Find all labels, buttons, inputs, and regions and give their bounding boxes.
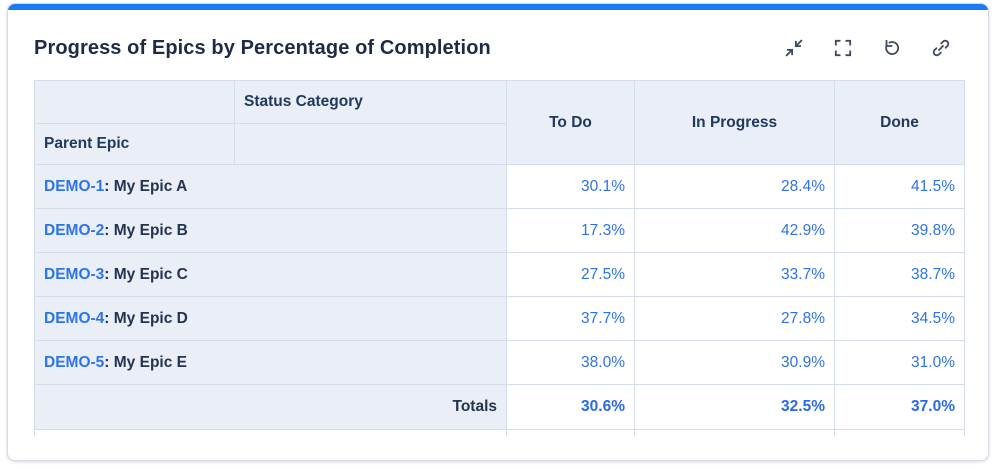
header-row-parent-epic: Parent Epic (34, 123, 965, 165)
minimize-icon (785, 39, 803, 57)
epic-name-cell: DEMO-2: My Epic B (34, 208, 507, 253)
table-overflow-stub (34, 429, 965, 436)
percent-cell-done[interactable]: 39.8% (834, 208, 965, 253)
gadget-header: Progress of Epics by Percentage of Compl… (8, 10, 988, 60)
epic-row-demo-1: DEMO-1: My Epic A 30.1% 28.4% 41.5% (34, 164, 965, 209)
percent-cell-done[interactable]: 38.7% (834, 252, 965, 297)
column-header-to-do: To Do (506, 80, 635, 165)
epic-name-text: : My Epic C (104, 265, 188, 283)
percent-cell-todo[interactable]: 17.3% (506, 208, 635, 253)
epic-link[interactable]: DEMO-2 (44, 221, 105, 239)
refresh-button[interactable] (881, 37, 903, 59)
epic-row-demo-2: DEMO-2: My Epic B 17.3% 42.9% 39.8% (34, 208, 965, 253)
totals-percent-todo[interactable]: 30.6% (506, 384, 635, 430)
dashboard-gadget-card: Progress of Epics by Percentage of Compl… (7, 3, 989, 461)
stub-cell (506, 429, 635, 436)
gadget-accent-bar (8, 4, 988, 10)
header-row-status-category: Status Category To Do In Progress Done (34, 80, 965, 165)
totals-percent-done[interactable]: 37.0% (834, 384, 965, 430)
corner-cell (34, 80, 235, 124)
percent-cell-todo[interactable]: 38.0% (506, 340, 635, 385)
maximize-button[interactable] (832, 37, 854, 59)
minimize-button[interactable] (783, 37, 805, 59)
percent-cell-in-progress[interactable]: 33.7% (634, 252, 835, 297)
maximize-icon (834, 39, 852, 57)
percent-cell-todo[interactable]: 37.7% (506, 296, 635, 341)
refresh-icon (885, 40, 900, 55)
epic-name-text: : My Epic A (104, 177, 188, 195)
percent-cell-in-progress[interactable]: 30.9% (634, 340, 835, 385)
percent-cell-todo[interactable]: 30.1% (506, 164, 635, 209)
epic-progress-table: Status Category To Do In Progress Done P… (34, 80, 965, 436)
column-header-in-progress: In Progress (634, 80, 835, 165)
epic-name-cell: DEMO-5: My Epic E (34, 340, 507, 385)
stub-cell (34, 429, 507, 436)
percent-cell-todo[interactable]: 27.5% (506, 252, 635, 297)
epic-name-cell: DEMO-4: My Epic D (34, 296, 507, 341)
percent-cell-in-progress[interactable]: 27.8% (634, 296, 835, 341)
percent-cell-in-progress[interactable]: 28.4% (634, 164, 835, 209)
parent-epic-axis-label: Parent Epic (34, 123, 235, 165)
copy-link-button[interactable] (930, 37, 952, 59)
epic-link[interactable]: DEMO-1 (44, 177, 105, 195)
epic-name-text: : My Epic B (104, 221, 188, 239)
totals-row: Totals 30.6% 32.5% 37.0% (34, 384, 965, 430)
corner-cell-blank (234, 123, 507, 165)
percent-cell-in-progress[interactable]: 42.9% (634, 208, 835, 253)
epic-row-demo-4: DEMO-4: My Epic D 37.7% 27.8% 34.5% (34, 296, 965, 341)
status-category-axis-label: Status Category (234, 80, 507, 124)
stub-cell (634, 429, 835, 436)
gadget-title: Progress of Epics by Percentage of Compl… (34, 37, 491, 59)
epic-link[interactable]: DEMO-5 (44, 353, 105, 371)
column-header-done: Done (834, 80, 965, 165)
epic-link[interactable]: DEMO-3 (44, 265, 105, 283)
epic-row-demo-3: DEMO-3: My Epic C 27.5% 33.7% 38.7% (34, 252, 965, 297)
stub-cell (834, 429, 965, 436)
epic-name-cell: DEMO-3: My Epic C (34, 252, 507, 297)
totals-label: Totals (34, 384, 507, 430)
gadget-toolbar (783, 37, 952, 59)
epic-row-demo-5: DEMO-5: My Epic E 38.0% 30.9% 31.0% (34, 340, 965, 385)
percent-cell-done[interactable]: 31.0% (834, 340, 965, 385)
epic-name-text: : My Epic D (104, 309, 188, 327)
epic-link[interactable]: DEMO-4 (44, 309, 105, 327)
link-icon (932, 39, 950, 57)
percent-cell-done[interactable]: 41.5% (834, 164, 965, 209)
epic-name-cell: DEMO-1: My Epic A (34, 164, 507, 209)
epic-name-text: : My Epic E (104, 353, 187, 371)
totals-percent-in-progress[interactable]: 32.5% (634, 384, 835, 430)
percent-cell-done[interactable]: 34.5% (834, 296, 965, 341)
